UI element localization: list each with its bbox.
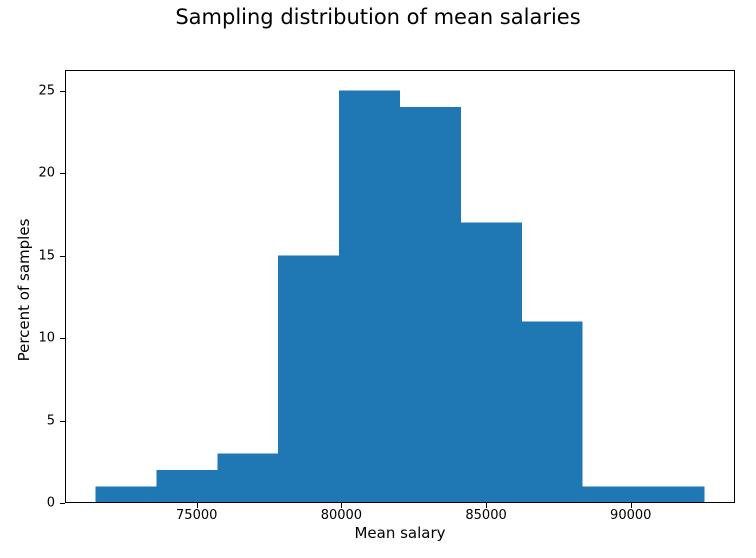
x-tick-label: 75000	[176, 508, 218, 523]
histogram-bar	[339, 90, 400, 504]
histogram-bar	[643, 486, 705, 503]
histogram-bar	[399, 107, 461, 504]
y-tick-label: 0	[46, 495, 55, 511]
x-tick-label: 80000	[320, 508, 363, 523]
histogram-bar	[582, 486, 644, 503]
x-axis-label: Mean salary	[354, 524, 446, 542]
y-tick-label: 5	[46, 413, 55, 429]
y-axis-label: Percent of samples	[15, 218, 33, 362]
y-tick-label: 20	[38, 165, 55, 181]
x-tick-label: 90000	[610, 508, 652, 523]
histogram-bar	[95, 486, 157, 503]
y-tick-label: 25	[38, 83, 55, 99]
y-tick-label: 15	[38, 248, 55, 264]
axes-spines	[65, 70, 735, 503]
chart-title: Sampling distribution of mean salaries	[175, 5, 581, 29]
histogram-bar	[460, 222, 522, 503]
histogram-bar	[217, 453, 279, 503]
x-tick-label: 85000	[465, 508, 507, 523]
histogram-bar	[521, 321, 583, 503]
y-tick-label: 10	[38, 330, 55, 346]
histogram-bar	[156, 470, 218, 503]
histogram-bar	[278, 255, 340, 503]
